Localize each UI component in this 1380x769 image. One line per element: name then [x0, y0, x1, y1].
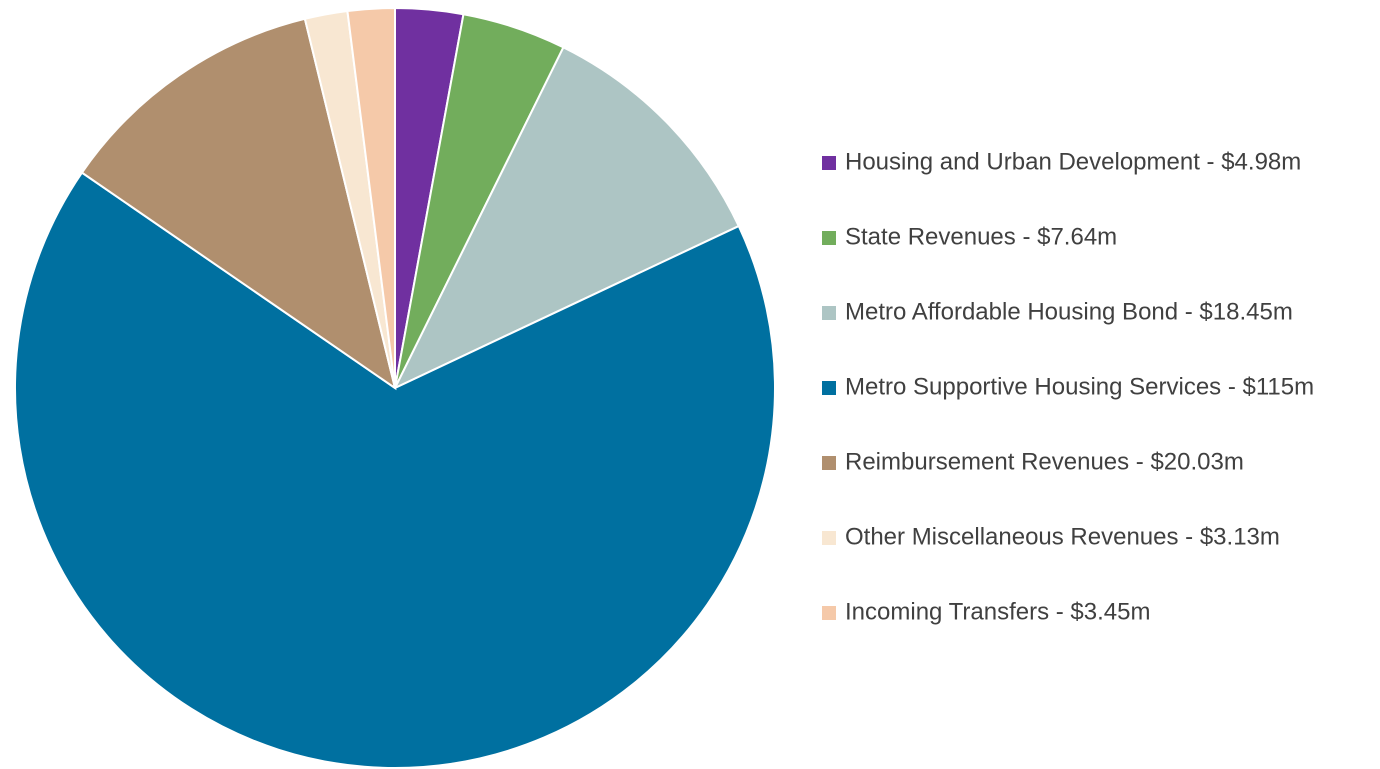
legend-swatch — [822, 531, 836, 545]
legend-swatch — [822, 231, 836, 245]
legend-label: Metro Supportive Housing Services - $115… — [845, 373, 1314, 400]
legend-swatch — [822, 306, 836, 320]
legend-swatch — [822, 456, 836, 470]
legend-label: Housing and Urban Development - $4.98m — [845, 148, 1301, 175]
pie-slice — [392, 46, 741, 391]
legend-label: Incoming Transfers - $3.45m — [845, 598, 1150, 625]
legend-label: Other Miscellaneous Revenues - $3.13m — [845, 523, 1280, 550]
legend-swatch — [822, 156, 836, 170]
legend-label: State Revenues - $7.64m — [845, 223, 1117, 250]
legend-swatch — [822, 381, 836, 395]
legend-label: Metro Affordable Housing Bond - $18.45m — [845, 298, 1293, 325]
pie-slice — [14, 171, 776, 769]
pie-slice — [80, 17, 397, 391]
pie-slice — [346, 6, 396, 389]
legend-swatch — [822, 606, 836, 620]
legend-label: Reimbursement Revenues - $20.03m — [845, 448, 1244, 475]
